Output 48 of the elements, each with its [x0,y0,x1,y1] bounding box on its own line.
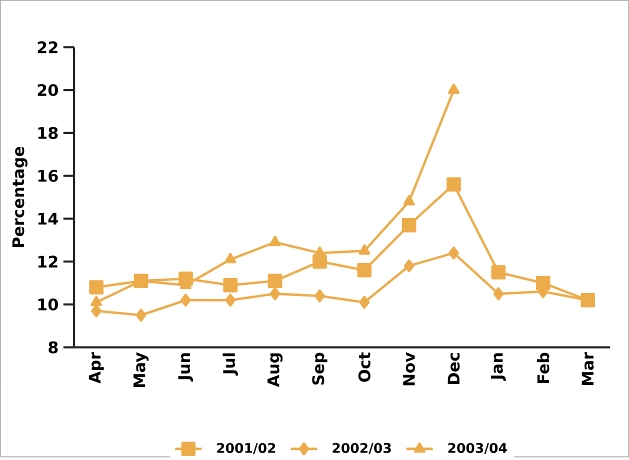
point [180,294,191,307]
point [403,195,415,206]
point [270,287,280,300]
point [402,218,416,232]
y-tick-label: 10 [38,298,58,310]
x-tick-label: Apr [88,352,104,384]
x-tick-label: Feb [536,352,550,383]
legend-label: 2002/03 [332,442,391,454]
x-tick-label: Oct [358,352,370,382]
point [448,246,459,260]
point [90,296,102,306]
point [357,262,372,278]
x-tick-label: Jun [178,353,194,382]
point [225,294,236,307]
x-tick-label: Dec [448,353,460,384]
x-tick-label: Jul [222,353,238,376]
point [136,308,146,322]
legend-label: 2003/04 [448,442,507,454]
y-tick-label: 16 [38,170,58,182]
x-tick-label: Aug [268,353,283,387]
point [404,259,414,272]
y-tick-label: 12 [38,256,58,268]
point [446,177,461,192]
point [224,252,236,264]
point [493,287,504,300]
x-tick-label: Sep [312,352,328,385]
legend-label: 2001/02 [217,442,276,454]
point [491,265,506,280]
point [448,84,460,94]
x-tick-label: Nov [403,352,415,386]
y-tick-label: 20 [38,84,58,96]
point [223,278,238,292]
y-tick-label: 22 [38,41,58,54]
point [358,244,370,255]
point [268,274,282,288]
y-tick-label: 8 [48,341,58,354]
point [89,280,104,294]
y-tick-label: 14 [38,212,58,224]
x-tick-label: May [134,352,149,388]
point [359,296,370,309]
point [314,289,325,302]
point [312,254,327,269]
point [91,304,102,318]
point [269,236,281,246]
y-axis-title: Percentage [12,146,28,247]
y-tick-label: 18 [38,126,58,139]
x-tick-label: Jan [491,353,506,381]
x-tick-label: Mar [582,352,594,385]
